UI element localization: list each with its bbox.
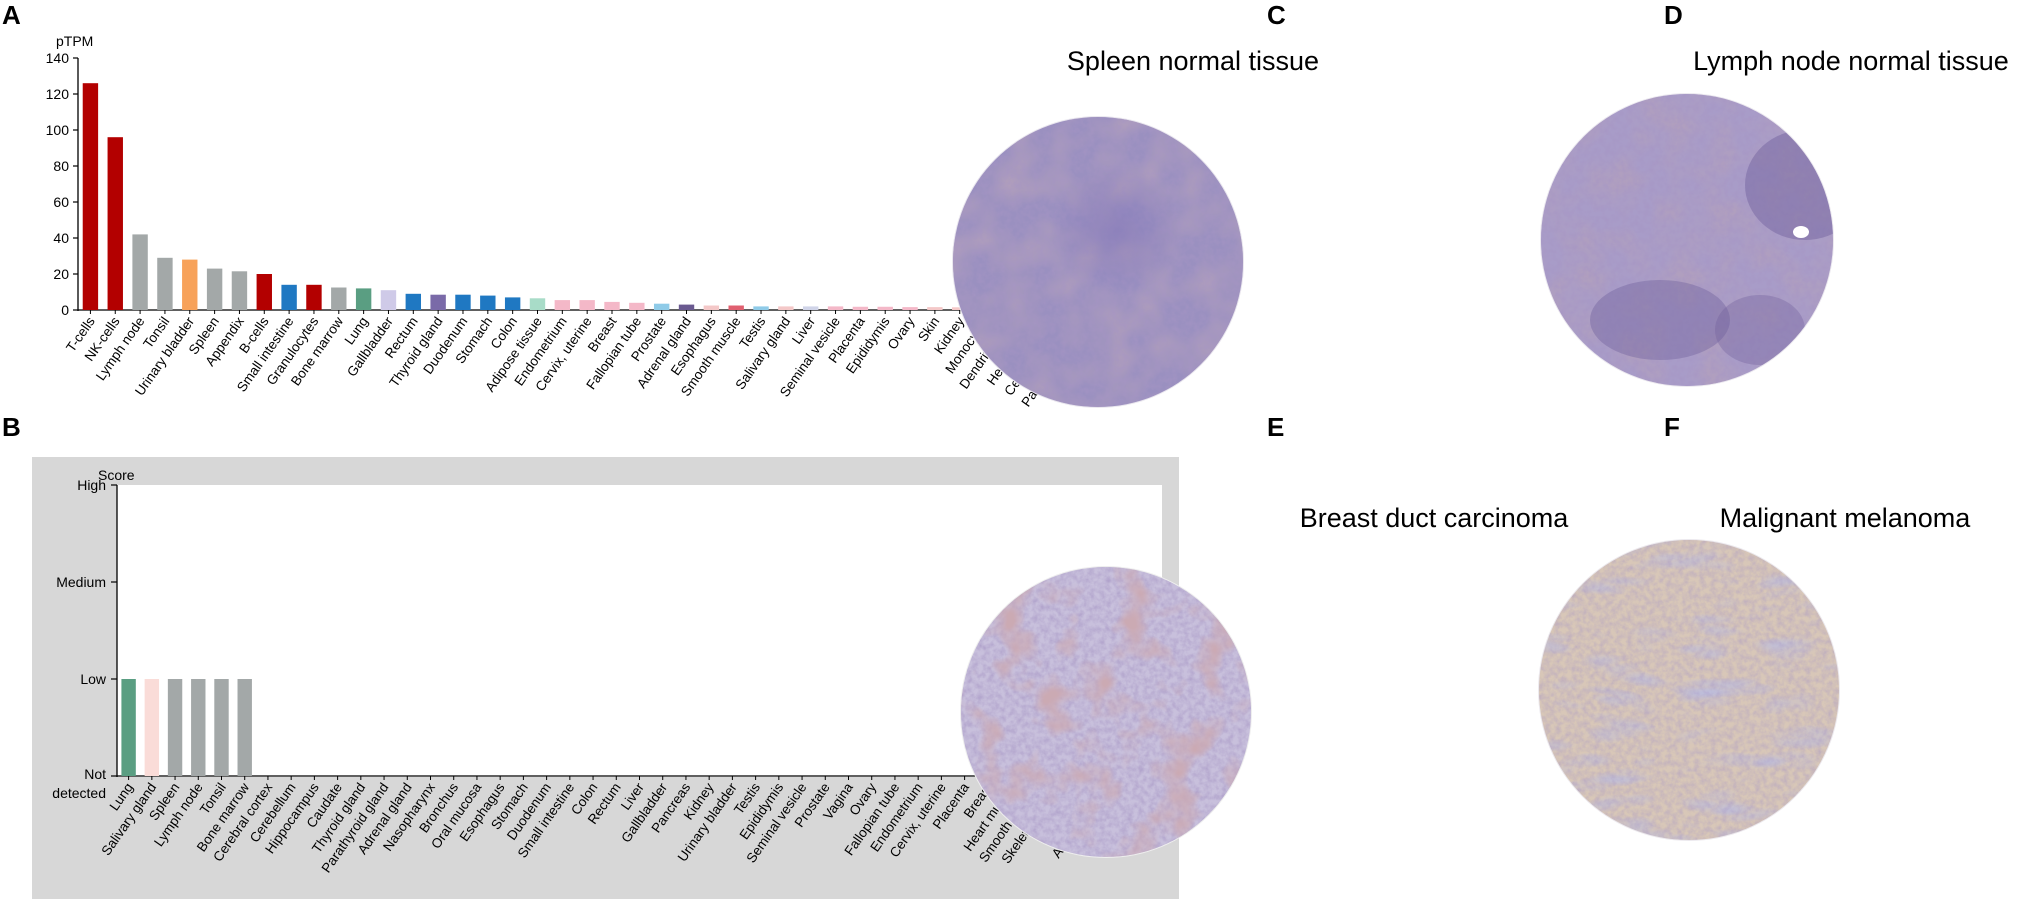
bar-adipose-tissue [529, 298, 546, 310]
bar-gallbladder [380, 290, 397, 310]
bar-nk-cells [107, 137, 123, 310]
bar-bone-marrow [237, 679, 252, 776]
bar-duodenum [455, 294, 471, 310]
bar-liver [802, 306, 819, 310]
bar-testis [753, 306, 769, 310]
melanoma-image: Malignant melanoma [1538, 503, 1972, 841]
bar-thyroid-gland [430, 294, 446, 310]
y-tick-label: High [77, 477, 106, 493]
y-tick-label: Medium [56, 574, 106, 590]
bar-cervix-uterine [579, 300, 595, 310]
y-tick-label: 40 [53, 230, 69, 246]
bar-small-intestine [281, 284, 297, 310]
y-tick-label: 140 [46, 50, 70, 66]
bar-placenta [852, 306, 869, 310]
bar-b-cells [256, 274, 272, 310]
bar-prostate [653, 303, 670, 310]
y-tick-label: 120 [46, 86, 70, 102]
y-tick-label: 80 [53, 158, 69, 174]
panel-label-d: D [1664, 0, 1683, 30]
bar-breast [604, 301, 620, 310]
bar-lymph-node [132, 234, 148, 310]
bar-bone-marrow [331, 287, 347, 310]
bar-esophagus [703, 305, 720, 310]
bar-salivary-gland [778, 306, 794, 310]
bar-colon [504, 297, 521, 310]
panel-label-c: C [1267, 0, 1286, 30]
bar-lymph-node [191, 679, 206, 776]
y-tick-label: 20 [53, 266, 69, 282]
y-tick-label: 0 [61, 302, 69, 318]
y-axis-label-score: Score [98, 467, 135, 483]
bar-t-cells [82, 83, 99, 310]
bar-ovary [902, 307, 918, 310]
bar-tonsil [157, 257, 173, 310]
bar-spleen [206, 268, 223, 310]
bar-lung [355, 288, 372, 310]
bar-fallopian-tube [629, 302, 645, 310]
bar-epididymis [877, 306, 893, 310]
bar-salivary-gland [144, 679, 160, 776]
image-title-lymph-node: Lymph node normal tissue [1693, 46, 2009, 76]
bar-granulocytes [306, 284, 322, 310]
spleen-tissue-image: Spleen normal tissue [952, 46, 1319, 408]
bar-stomach [480, 295, 496, 310]
bar-lung [121, 679, 136, 776]
bar-urinary-bladder [182, 259, 198, 310]
bar-smooth-muscle [728, 305, 744, 310]
y-tick-label: 100 [46, 122, 70, 138]
bar-adrenal-gland [678, 304, 695, 310]
panel-label-f: F [1664, 412, 1680, 442]
bar-appendix [231, 271, 248, 310]
bar-tonsil [214, 679, 229, 776]
x-tick-label: Ovary [885, 314, 918, 352]
bar-spleen [167, 679, 183, 776]
y-axis-label-ptpm: pTPM [56, 33, 93, 49]
bar-skin [927, 307, 943, 310]
y-tick-label: Not [84, 766, 106, 782]
y-tick-label: Low [80, 671, 107, 687]
y-tick-label: detected [52, 785, 106, 801]
panel-label-e: E [1267, 412, 1284, 442]
protein-expression-chart: Score NotdetectedLowMediumHighLungSaliva… [32, 457, 1179, 899]
panel-label-b: B [2, 412, 21, 442]
bar-endometrium [554, 300, 571, 310]
lymph-node-tissue-image: Lymph node normal tissue [1540, 46, 2009, 387]
bar-rectum [405, 293, 422, 310]
image-title-melanoma: Malignant melanoma [1720, 503, 1972, 533]
y-tick-label: 60 [53, 194, 69, 210]
panel-label-a: A [2, 0, 21, 30]
bar-seminal-vesicle [827, 306, 844, 310]
image-title-breast-carcinoma: Breast duct carcinoma [1300, 503, 1570, 533]
image-title-spleen: Spleen normal tissue [1067, 46, 1319, 76]
breast-carcinoma-image: Breast duct carcinoma [960, 503, 1570, 858]
